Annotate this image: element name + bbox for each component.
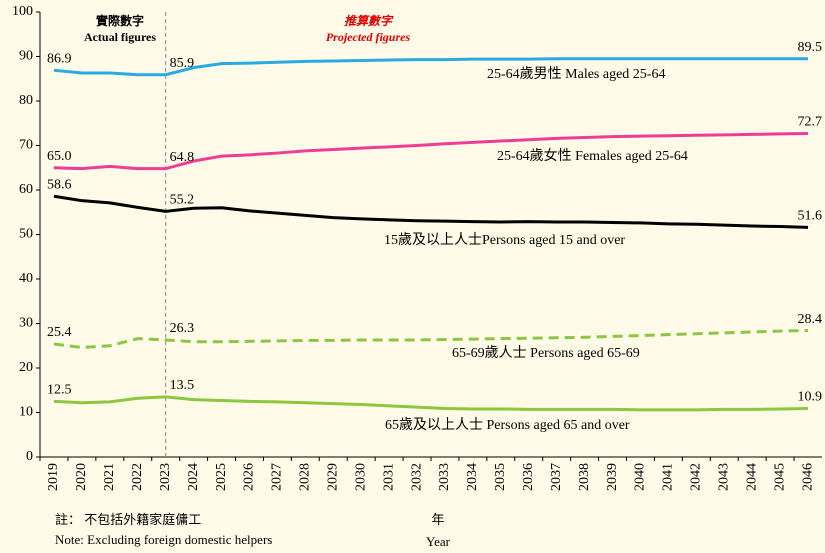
value-label: 58.6	[47, 177, 72, 192]
note-zh: 註： 不包括外籍家庭傭工	[55, 512, 201, 527]
x-tick-label: 2022	[130, 463, 145, 491]
y-tick-label: 100	[12, 4, 33, 19]
series-line	[53, 194, 809, 229]
x-tick-label: 2034	[465, 463, 480, 491]
x-tick-label: 2021	[102, 463, 117, 491]
y-tick-label: 10	[19, 405, 33, 420]
value-label: 12.5	[47, 383, 72, 398]
y-tick-label: 70	[19, 138, 33, 153]
y-tick-label: 50	[19, 227, 33, 242]
series-label: 25-64歲女性 Females aged 25-64	[497, 147, 688, 164]
x-tick-label: 2026	[242, 463, 257, 491]
x-tick-label: 2025	[214, 463, 229, 491]
x-tick-label: 2041	[661, 463, 676, 491]
y-tick-label: 30	[19, 316, 33, 331]
x-axis-label-en: Year	[426, 534, 451, 549]
value-label: 25.4	[47, 325, 72, 340]
x-tick-label: 2024	[186, 463, 201, 491]
value-label: 89.5	[798, 40, 823, 55]
x-tick-label: 2037	[549, 463, 564, 491]
series-label: 25-64歲男性 Males aged 25-64	[487, 66, 665, 82]
x-tick-label: 2032	[409, 463, 424, 491]
series-line	[53, 57, 809, 77]
x-tick-label: 2019	[46, 463, 61, 491]
y-tick-label: 80	[19, 93, 33, 108]
value-label: 51.6	[798, 209, 823, 224]
value-label: 72.7	[798, 115, 823, 130]
value-label: 86.9	[47, 52, 72, 67]
y-tick-label: 60	[19, 182, 33, 197]
x-tick-label: 2038	[577, 463, 592, 491]
value-label: 10.9	[798, 390, 823, 405]
x-tick-label: 2031	[381, 463, 396, 491]
value-label: 55.2	[170, 193, 195, 208]
x-tick-label: 2033	[437, 463, 452, 491]
projected-label-zh: 推算數字	[344, 14, 394, 28]
note-en: Note: Excluding foreign domestic helpers	[55, 532, 272, 547]
x-tick-label: 2035	[493, 463, 508, 491]
y-tick-label: 20	[19, 360, 33, 375]
x-tick-label: 2040	[633, 463, 648, 491]
series-label: 65-69歲人士 Persons aged 65-69	[452, 345, 640, 361]
x-tick-label: 2046	[800, 463, 815, 491]
x-tick-label: 2027	[270, 463, 285, 491]
series-label: 65歲及以上人士 Persons aged 65 and over	[385, 417, 630, 433]
actual-label-en: Actual figures	[84, 30, 156, 44]
x-tick-label: 2044	[744, 463, 759, 491]
x-tick-label: 2020	[74, 463, 89, 491]
y-tick-label: 90	[19, 49, 33, 64]
x-tick-label: 2045	[772, 463, 787, 491]
x-tick-label: 2023	[158, 463, 173, 491]
value-label: 28.4	[798, 312, 823, 327]
value-label: 13.5	[170, 378, 195, 393]
y-tick-label: 0	[26, 449, 33, 464]
x-tick-label: 2043	[716, 463, 731, 491]
series-label: 15歲及以上人士Persons aged 15 and over	[384, 232, 625, 248]
projected-label-en: Projected figures	[326, 30, 411, 44]
series-line	[53, 395, 809, 412]
series-line	[53, 131, 809, 171]
x-tick-label: 2028	[298, 463, 313, 491]
x-tick-label: 2039	[605, 463, 620, 491]
value-label: 26.3	[170, 321, 195, 336]
series-line	[53, 329, 809, 350]
x-tick-label: 2029	[325, 463, 340, 491]
value-label: 64.8	[170, 150, 195, 165]
x-tick-label: 2030	[353, 463, 368, 491]
x-tick-label: 2042	[689, 463, 704, 491]
actual-label-zh: 實際數字	[96, 13, 144, 28]
x-tick-label: 2036	[521, 463, 536, 491]
x-axis-label-zh: 年	[431, 512, 444, 527]
value-label: 65.0	[47, 149, 72, 164]
value-label: 85.9	[170, 56, 195, 71]
y-tick-label: 40	[19, 271, 33, 286]
